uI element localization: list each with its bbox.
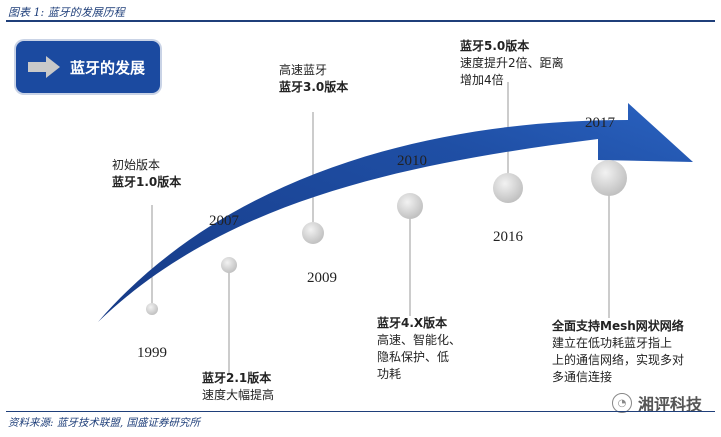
- milestone-dot-1999: [146, 303, 158, 315]
- milestone-title: 蓝牙4.X版本: [377, 316, 448, 330]
- milestone-dots: [146, 160, 627, 315]
- year-label-2016: 2016: [493, 229, 523, 245]
- year-label-2010: 2010: [397, 153, 427, 169]
- milestone-note-2010: 蓝牙4.X版本 高速、智能化、 隐私保护、低 功耗: [377, 315, 461, 383]
- milestone-title: 蓝牙1.0版本: [112, 175, 182, 189]
- milestone-desc: 高速蓝牙: [279, 63, 328, 77]
- milestone-note-2016: 蓝牙5.0版本 速度提升2倍、距离 增加4倍: [460, 38, 564, 89]
- milestone-title: 蓝牙2.1版本: [202, 371, 272, 385]
- milestone-desc: 多通信连接: [552, 370, 613, 384]
- wechat-icon: ◔: [612, 393, 632, 413]
- milestone-dot-2017: [591, 160, 627, 196]
- top-divider: [6, 20, 715, 22]
- milestone-desc: 初始版本: [112, 158, 161, 172]
- milestone-note-1999: 初始版本 蓝牙1.0版本: [112, 157, 181, 191]
- milestone-title: 全面支持Mesh网状网络: [552, 319, 684, 333]
- milestone-dot-2010: [397, 193, 423, 219]
- diagram-title: 蓝牙的发展: [70, 58, 146, 77]
- bottom-divider: [6, 411, 715, 412]
- timeline-arrow: [98, 103, 693, 322]
- year-label-2009: 2009: [307, 270, 337, 286]
- milestone-desc: 隐私保护、低: [377, 350, 450, 364]
- figure-caption: 图表 1: 蓝牙的发展历程: [8, 6, 125, 19]
- year-label-2017: 2017: [585, 115, 615, 131]
- watermark: ◔ 湘评科技: [612, 391, 702, 415]
- milestone-desc: 速度大幅提高: [202, 388, 275, 402]
- milestone-dot-2016: [493, 173, 523, 203]
- milestone-desc: 速度提升2倍、距离: [460, 56, 564, 70]
- milestone-note-2007: 蓝牙2.1版本 速度大幅提高: [202, 370, 274, 404]
- milestone-desc: 增加4倍: [460, 73, 504, 87]
- connector-lines: [151, 82, 610, 375]
- arrow-right-icon: [28, 56, 60, 78]
- year-label-1999: 1999: [137, 345, 167, 361]
- milestone-title: 蓝牙5.0版本: [460, 39, 530, 53]
- source-note: 资料来源: 蓝牙技术联盟, 国盛证券研究所: [8, 417, 201, 429]
- milestone-note-2017: 全面支持Mesh网状网络 建立在低功耗蓝牙指上 上的通信网络，实现多对 多通信连…: [552, 318, 684, 386]
- year-label-2007: 2007: [209, 213, 239, 229]
- milestone-desc: 高速、智能化、: [377, 333, 462, 347]
- milestone-desc: 功耗: [377, 367, 402, 381]
- milestone-dot-2007: [221, 257, 237, 273]
- watermark-text: 湘评科技: [638, 395, 703, 414]
- milestone-dot-2009: [302, 222, 324, 244]
- milestone-title: 蓝牙3.0版本: [279, 80, 349, 94]
- milestone-desc: 上的通信网络，实现多对: [552, 353, 685, 367]
- title-box: 蓝牙的发展: [16, 41, 160, 93]
- milestone-desc: 建立在低功耗蓝牙指上: [552, 336, 673, 350]
- milestone-note-2009: 高速蓝牙 蓝牙3.0版本: [279, 62, 348, 96]
